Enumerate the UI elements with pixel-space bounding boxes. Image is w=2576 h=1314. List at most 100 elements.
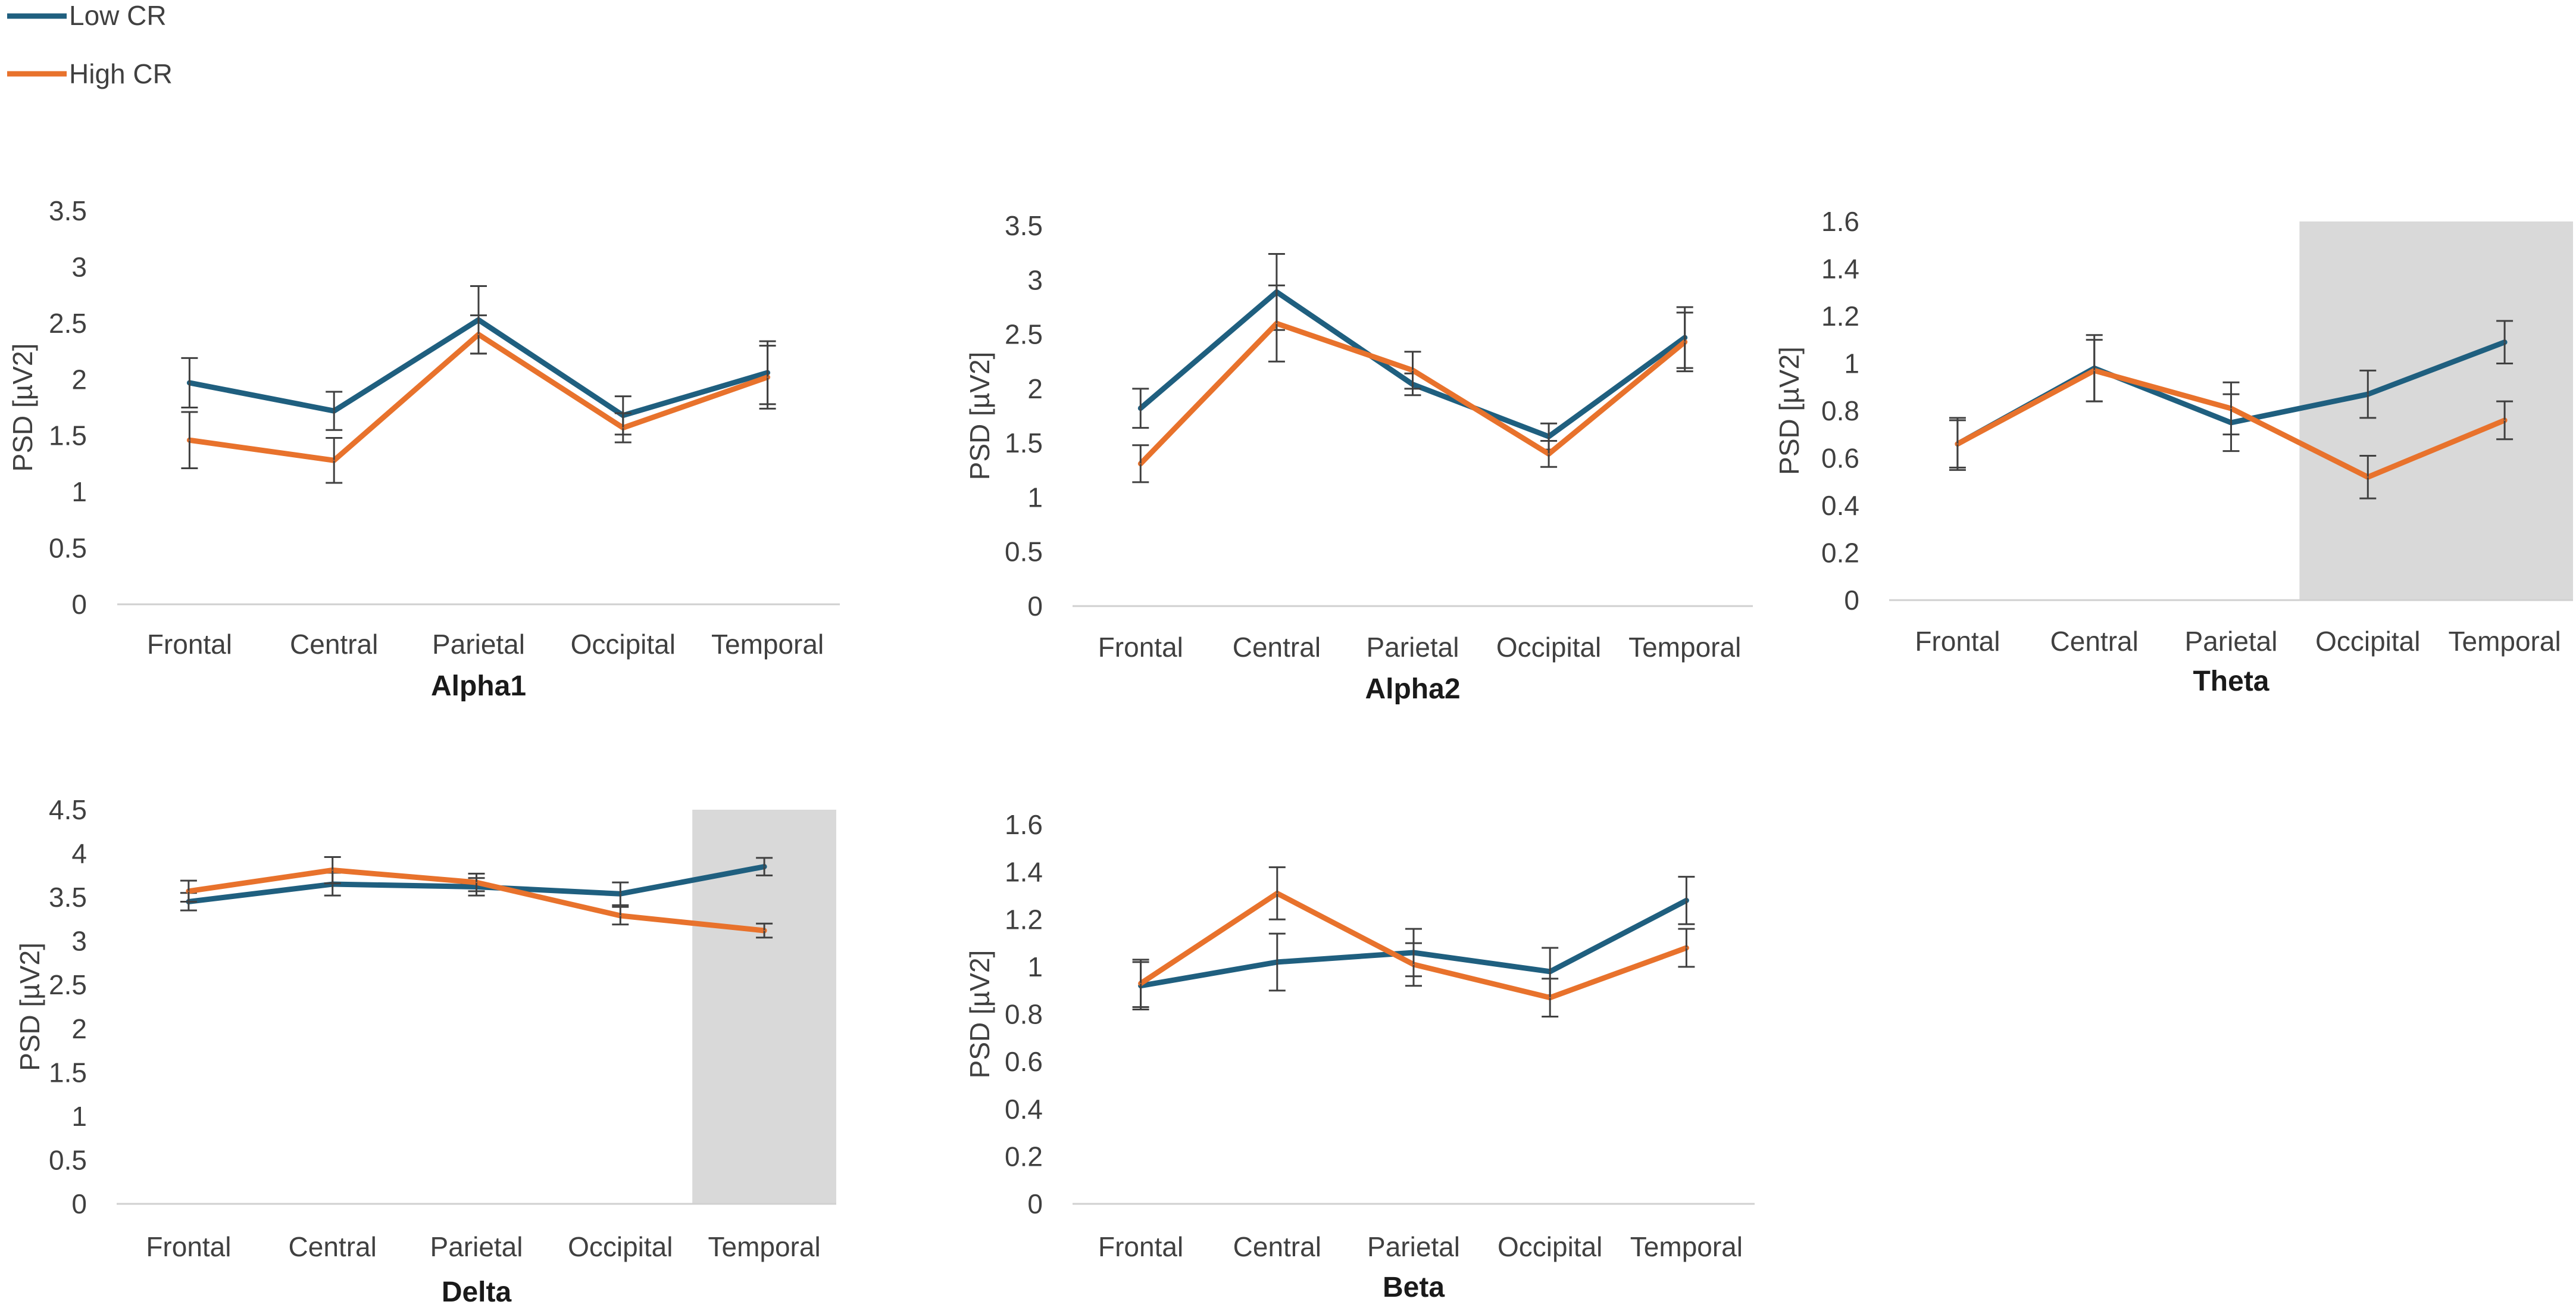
y-tick-label: 0: [1027, 1188, 1043, 1219]
y-tick-label: 1.5: [1005, 427, 1043, 458]
y-tick-label: 0.8: [1821, 395, 1859, 426]
y-tick-label: 3.5: [49, 882, 87, 913]
y-tick-label: 1.2: [1821, 301, 1859, 332]
data-point-high-cr: [189, 439, 190, 441]
data-point-low-cr: [1549, 970, 1551, 972]
y-axis-label: PSD [µV2]: [14, 942, 45, 1071]
data-point-low-cr: [189, 382, 190, 383]
data-point-low-cr: [1140, 407, 1142, 409]
data-point-high-cr: [767, 376, 768, 378]
data-point-high-cr: [1686, 947, 1687, 949]
y-tick-label: 3: [1027, 264, 1043, 295]
y-tick-label: 1: [71, 1101, 87, 1132]
x-tick-label: Parietal: [1367, 632, 1459, 663]
chart-beta: 0 0.2 0.4 0.6 0.8 1 1.2 1.4 1.6 Frontal Central Par…: [964, 809, 1755, 1303]
x-tick-label: Central: [1233, 1231, 1321, 1262]
y-tick-label: 1.4: [1821, 254, 1859, 285]
data-point-high-cr: [1140, 982, 1142, 984]
y-axis-label: PSD [µV2]: [964, 352, 995, 480]
data-point-high-cr: [1548, 453, 1550, 455]
x-tick-label: Frontal: [1098, 1231, 1183, 1262]
x-tick-label: Central: [2050, 626, 2139, 657]
y-axis-label: PSD [µV2]: [1774, 347, 1805, 475]
y-tick-label: 1: [1027, 482, 1043, 513]
y-tick-label: 3.5: [49, 195, 87, 226]
data-point-high-cr: [1956, 443, 1958, 445]
x-tick-label: Temporal: [2448, 626, 2561, 657]
data-point-low-cr: [1686, 900, 1687, 901]
y-tick-label: 1.5: [49, 1057, 87, 1088]
x-tick-label: Occipital: [1498, 1231, 1602, 1262]
y-tick-label: 1.2: [1005, 904, 1043, 935]
y-tick-label: 4: [71, 838, 87, 869]
x-tick-label: Central: [289, 1231, 377, 1262]
chart-title: Alpha2: [1365, 673, 1460, 705]
data-point-low-cr: [333, 410, 335, 412]
x-tick-label: Parietal: [430, 1231, 523, 1262]
chart-title: Beta: [1383, 1272, 1445, 1303]
y-tick-label: 2: [71, 1013, 87, 1044]
y-tick-label: 0: [71, 1188, 87, 1219]
y-tick-label: 0.4: [1821, 490, 1859, 521]
y-tick-label: 0: [71, 589, 87, 620]
y-tick-label: 4.5: [49, 794, 87, 825]
y-axis-label: PSD [µV2]: [7, 344, 38, 472]
y-tick-label: 2.5: [49, 969, 87, 1000]
y-tick-label: 3.5: [1005, 210, 1043, 241]
legend-label-high-cr: High CR: [69, 58, 173, 89]
y-tick-label: 0.8: [1005, 999, 1043, 1030]
data-point-high-cr: [1549, 997, 1551, 998]
y-tick-label: 3: [71, 251, 87, 282]
y-tick-label: 0: [1027, 591, 1043, 622]
data-point-high-cr: [333, 460, 335, 461]
data-point-high-cr: [622, 427, 624, 429]
x-tick-label: Frontal: [146, 1231, 231, 1262]
y-tick-label: 0.2: [1821, 538, 1859, 569]
x-tick-label: Central: [290, 629, 378, 660]
y-tick-label: 0.4: [1005, 1094, 1043, 1125]
x-tick-label: Occipital: [2315, 626, 2420, 657]
data-point-high-cr: [1140, 463, 1142, 464]
chart-alpha1: 0 0.5 1 1.5 2 2.5 3 3.5 Frontal Central Parietal Oc…: [7, 195, 840, 702]
chart-theta: 0 0.2 0.4 0.6 0.8 1 1.2 1.4 1.6 Frontal Central Par…: [1774, 206, 2573, 697]
chart-title: Alpha1: [431, 670, 526, 702]
x-tick-label: Temporal: [1630, 1231, 1743, 1262]
y-tick-label: 2: [1027, 373, 1043, 404]
data-point-high-cr: [2093, 370, 2095, 372]
highlight-band: [2299, 221, 2573, 600]
legend-label-low-cr: Low CR: [69, 0, 167, 31]
y-tick-label: 0.5: [1005, 536, 1043, 567]
data-point-high-cr: [764, 930, 765, 932]
chart-delta: 0 0.5 1 1.5 2 2.5 3 3.5 4 4.5 Frontal Central Pariet…: [14, 794, 836, 1308]
data-point-low-cr: [2504, 341, 2506, 343]
data-point-low-cr: [620, 893, 621, 895]
y-tick-label: 2.5: [49, 308, 87, 339]
data-point-high-cr: [2230, 408, 2232, 410]
y-tick-label: 1: [1027, 951, 1043, 982]
x-tick-label: Frontal: [1915, 626, 2000, 657]
data-point-high-cr: [476, 882, 477, 884]
x-tick-label: Temporal: [708, 1231, 820, 1262]
data-point-low-cr: [1276, 961, 1278, 963]
y-tick-label: 0.5: [49, 1144, 87, 1175]
y-tick-label: 0.2: [1005, 1141, 1043, 1172]
data-point-low-cr: [764, 866, 765, 867]
x-tick-label: Parietal: [2185, 626, 2278, 657]
data-point-high-cr: [187, 890, 189, 892]
x-tick-label: Occipital: [571, 629, 676, 660]
y-tick-label: 0.6: [1821, 443, 1859, 474]
y-tick-label: 0.5: [49, 533, 87, 564]
x-tick-label: Frontal: [1098, 632, 1183, 663]
data-point-high-cr: [1276, 323, 1277, 324]
charts-group: 0 0.5 1 1.5 2 2.5 3 3.5 Frontal Central Parietal Oc…: [7, 195, 2573, 1308]
x-tick-label: Temporal: [1628, 632, 1741, 663]
y-tick-label: 1: [71, 476, 87, 507]
x-tick-label: Central: [1233, 632, 1321, 663]
y-tick-label: 2: [71, 364, 87, 395]
y-tick-label: 0.6: [1005, 1046, 1043, 1077]
y-tick-label: 1: [1844, 348, 1859, 379]
data-point-high-cr: [332, 869, 333, 871]
data-point-high-cr: [2367, 476, 2369, 478]
